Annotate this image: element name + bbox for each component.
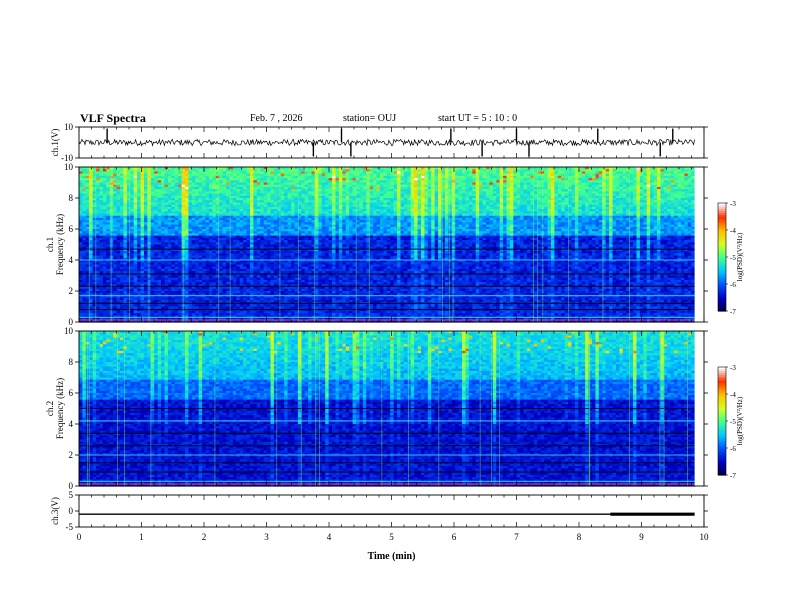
ylabel-0: ch.1(V)	[50, 129, 60, 157]
header-date: Feb. 7 , 2026	[250, 113, 303, 124]
xtick-label-4: 4	[327, 532, 332, 542]
ylabel-2: ch.2Frequency (kHz)	[45, 378, 65, 439]
ch1-spectrogram	[79, 167, 696, 323]
xtick-label-7: 7	[514, 532, 519, 542]
ch1-spectrogram-cb-title: log(PSD)(V²/Hz)	[736, 232, 744, 281]
xtick-label-5: 5	[389, 532, 394, 542]
header-start-time: start UT = 5 : 10 : 0	[438, 113, 517, 124]
header-station: station= OUJ	[343, 113, 396, 124]
xtick-label-1: 1	[139, 532, 144, 542]
chart-title: VLF Spectra	[80, 111, 146, 126]
xtick-label-6: 6	[452, 532, 457, 542]
ch2-spectrogram-cb-label-4: -7	[730, 472, 736, 480]
ch1-spectrogram-cb-label-0: -3	[730, 200, 736, 208]
ytick-label-1-5: 10	[64, 162, 74, 172]
xtick-label-0: 0	[77, 532, 82, 542]
xtick-label-10: 10	[700, 532, 710, 542]
ytick-label-2-3: 6	[69, 388, 74, 398]
xtick-label-3: 3	[264, 532, 269, 542]
ch1-spectrogram-cb-label-4: -7	[730, 308, 736, 316]
ch2-spectrogram-cb-label-0: -3	[730, 364, 736, 372]
ch1-spectrogram-colorbar	[718, 203, 726, 312]
ytick-label-0-0: 10	[64, 122, 74, 132]
ytick-label-1-0: 0	[69, 317, 74, 327]
ytick-label-2-1: 2	[69, 450, 74, 460]
ch2-spectrogram-cb-title: log(PSD)(V²/Hz)	[736, 396, 744, 445]
ytick-label-1-3: 6	[69, 224, 74, 234]
ylabel-1: ch.1Frequency (kHz)	[45, 214, 65, 275]
ytick-label-2-5: 10	[64, 326, 74, 336]
ytick-label-2-4: 8	[69, 357, 74, 367]
ch2-spectrogram-cb-label-3: -6	[730, 445, 736, 453]
xtick-label-2: 2	[202, 532, 207, 542]
x-axis-label: Time (min)	[368, 551, 416, 562]
ytick-label-3-1: 0	[69, 506, 74, 516]
ch2-spectrogram-colorbar	[718, 367, 726, 476]
ch2-spectrogram-cb-label-2: -5	[730, 418, 736, 426]
xtick-label-8: 8	[577, 532, 582, 542]
ylabel-3: ch.3(V)	[50, 497, 60, 525]
ytick-label-3-2: -5	[66, 522, 74, 532]
ytick-label-2-0: 0	[69, 481, 74, 491]
ch1-spectrogram-cb-label-3: -6	[730, 281, 736, 289]
ch2-spectrogram-cb-label-1: -4	[730, 391, 736, 399]
ytick-label-1-2: 4	[69, 255, 74, 265]
xtick-label-9: 9	[639, 532, 644, 542]
ytick-label-0-1: -10	[61, 153, 73, 163]
ch2-spectrogram	[79, 331, 696, 487]
ch1-spectrogram-cb-label-2: -5	[730, 254, 736, 262]
ytick-label-1-1: 2	[69, 286, 74, 296]
ch2-spectrogram-nodata	[694, 331, 704, 486]
ytick-label-3-0: 5	[69, 490, 74, 500]
ch1-spectrogram-nodata	[694, 167, 704, 322]
ch1-waveform-trace	[78, 138, 695, 147]
ytick-label-1-4: 8	[69, 193, 74, 203]
ch1-spectrogram-cb-label-1: -4	[730, 227, 736, 235]
ytick-label-2-2: 4	[69, 419, 74, 429]
